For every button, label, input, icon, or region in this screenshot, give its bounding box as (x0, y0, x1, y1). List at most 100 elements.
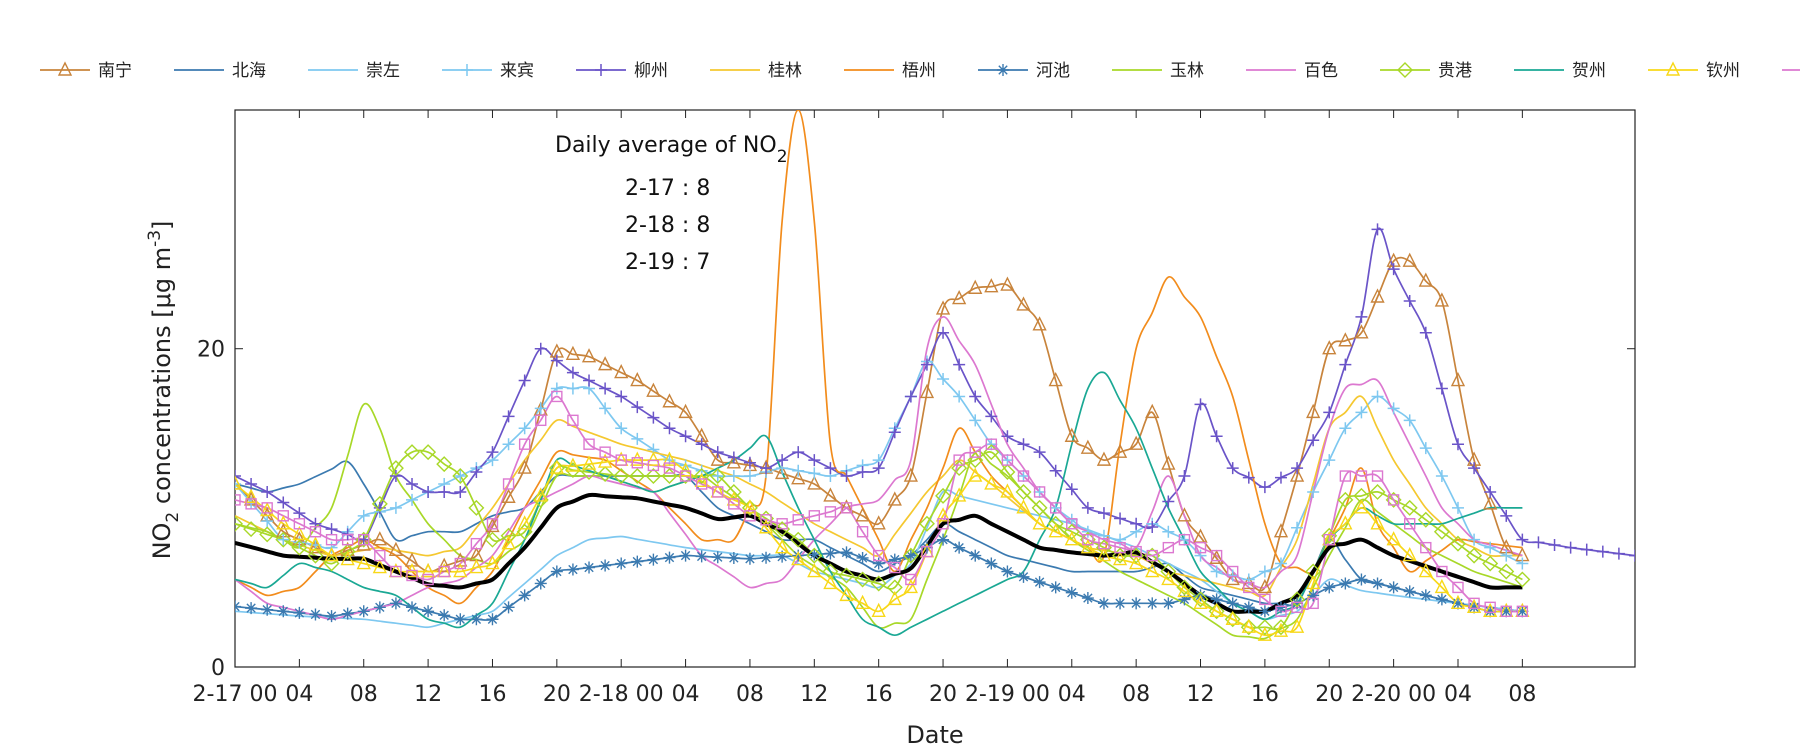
data-marker (663, 551, 676, 564)
data-marker (1306, 403, 1321, 419)
data-marker (534, 577, 547, 590)
data-marker (1097, 597, 1110, 610)
data-marker (953, 358, 966, 371)
x-tick-label: 20 (929, 682, 957, 707)
data-marker (1033, 485, 1046, 498)
data-marker (918, 515, 935, 532)
data-marker (1401, 499, 1418, 516)
data-marker (235, 494, 241, 506)
data-marker (1483, 602, 1498, 617)
data-marker (518, 589, 531, 602)
data-marker (243, 521, 260, 538)
data-marker (630, 451, 645, 466)
data-marker (356, 554, 371, 570)
data-marker (758, 519, 774, 534)
data-marker (468, 499, 485, 516)
x-tick-label: 12 (800, 682, 828, 707)
data-marker (518, 374, 531, 387)
data-marker (1017, 470, 1030, 483)
data-marker (1082, 533, 1094, 546)
data-marker (969, 390, 982, 403)
data-marker (935, 300, 951, 315)
data-marker (1130, 545, 1142, 558)
legend-label: 梧州 (902, 61, 936, 81)
data-marker (1291, 597, 1304, 610)
legend-item: 百色 (1246, 61, 1338, 81)
data-marker (920, 541, 933, 554)
data-marker (1339, 470, 1352, 482)
y-label-unit: μg m (148, 247, 176, 309)
data-marker (823, 487, 838, 502)
data-marker (824, 547, 837, 560)
data-marker (694, 472, 709, 488)
data-marker (807, 475, 822, 490)
data-marker (374, 549, 386, 562)
legend-label: 桂林 (768, 61, 802, 81)
data-marker (1162, 525, 1175, 538)
data-marker (1516, 557, 1529, 570)
data-marker (372, 531, 387, 546)
data-marker (1242, 601, 1255, 614)
data-marker (548, 460, 565, 477)
data-marker (1466, 598, 1482, 614)
data-marker (1370, 515, 1385, 530)
data-marker (245, 602, 258, 615)
data-marker (1323, 581, 1336, 594)
data-marker (550, 354, 563, 367)
data-marker (1192, 591, 1209, 608)
data-marker (357, 605, 370, 618)
data-marker (486, 518, 499, 530)
annotation-title-text: Daily average of NO (555, 133, 777, 158)
data-marker (293, 518, 306, 530)
data-marker (1355, 406, 1368, 419)
data-marker (293, 507, 306, 520)
data-marker (631, 555, 644, 568)
data-marker (968, 467, 983, 482)
data-marker (1434, 578, 1450, 594)
data-marker (1435, 470, 1448, 483)
data-marker (309, 608, 322, 621)
x-tick-label: 04 (1058, 682, 1086, 707)
data-marker (1484, 485, 1497, 498)
data-marker (1369, 483, 1386, 500)
data-marker (1178, 533, 1191, 546)
data-marker (630, 371, 645, 387)
legend-item: 桂林 (710, 61, 802, 81)
data-marker (1032, 515, 1047, 530)
data-marker (904, 390, 917, 403)
data-marker (1161, 570, 1176, 586)
data-marker (984, 475, 999, 490)
data-marker (325, 533, 338, 546)
data-marker (1177, 582, 1192, 598)
data-marker (727, 470, 740, 483)
data-marker (389, 597, 402, 610)
data-marker (534, 402, 547, 415)
data-marker (1468, 462, 1481, 475)
data-marker (1353, 487, 1370, 504)
data-marker (1449, 535, 1466, 552)
data-marker (647, 553, 660, 566)
data-marker (1355, 470, 1368, 482)
data-marker (1015, 483, 1032, 500)
data-marker (533, 487, 548, 502)
data-marker (1307, 589, 1320, 602)
data-marker (1227, 565, 1239, 578)
data-marker (999, 464, 1016, 481)
data-marker (985, 410, 998, 423)
data-marker (1371, 577, 1384, 590)
x-tick-label: 20 (543, 682, 571, 707)
data-marker (743, 552, 756, 565)
data-marker (1000, 276, 1015, 291)
data-marker (502, 478, 515, 490)
data-marker (889, 561, 901, 574)
data-marker (1210, 430, 1223, 443)
data-marker (1033, 446, 1046, 459)
data-marker (631, 457, 643, 469)
legend-label: 北海 (232, 61, 266, 81)
data-marker (631, 401, 644, 414)
data-marker (840, 546, 853, 559)
data-marker (566, 366, 579, 379)
series-line-0 (235, 256, 1523, 592)
data-marker (743, 456, 756, 469)
data-marker (1001, 565, 1014, 578)
